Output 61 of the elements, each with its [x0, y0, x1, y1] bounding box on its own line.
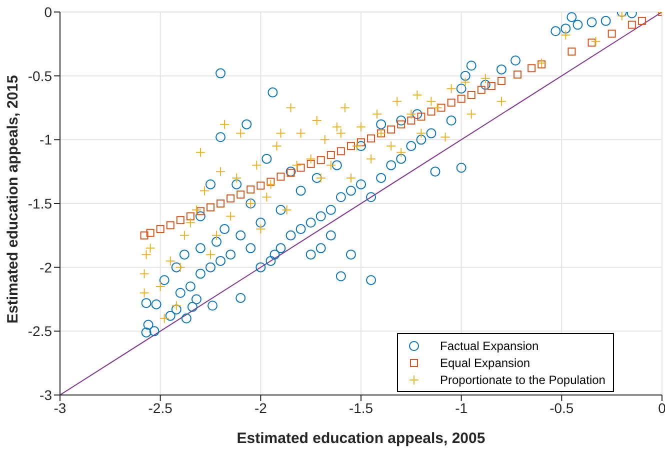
- point: [206, 203, 214, 212]
- point: [528, 64, 536, 72]
- y-tick-label: -2: [40, 259, 52, 276]
- point: [176, 216, 184, 224]
- point: [226, 194, 235, 202]
- legend-label: Factual Expansion: [440, 338, 539, 352]
- y-axis-title: Estimated education appeals, 2015: [4, 75, 22, 324]
- point: [427, 108, 436, 116]
- x-tick-label: -1.5: [348, 400, 374, 416]
- point: [514, 70, 522, 79]
- point: [196, 207, 204, 216]
- point: [216, 200, 225, 208]
- point: [296, 164, 305, 172]
- point: [628, 20, 636, 29]
- point: [156, 225, 164, 234]
- point: [357, 138, 365, 146]
- x-tick-label: -3: [54, 400, 66, 416]
- point: [166, 221, 174, 230]
- x-tick-label: -2: [254, 400, 268, 416]
- legend-label: Equal Expansion: [440, 356, 530, 370]
- y-tick-label: -1: [40, 132, 52, 148]
- x-axis-title: Estimated education appeals, 2005: [236, 430, 486, 447]
- point: [256, 182, 265, 190]
- point: [588, 38, 596, 47]
- y-tick-label: -0.5: [28, 68, 52, 84]
- point: [417, 112, 426, 121]
- y-tick-label: -2.5: [28, 323, 52, 340]
- x-tick-label: -2.5: [148, 400, 173, 416]
- legend-label: Proportionate to the Population: [440, 372, 606, 386]
- point: [477, 86, 486, 94]
- point: [437, 104, 446, 112]
- y-tick-label: -1.5: [28, 195, 52, 212]
- point: [276, 172, 285, 181]
- y-tick-label: 0: [44, 4, 52, 20]
- point: [367, 134, 376, 142]
- point: [246, 185, 255, 194]
- point: [407, 116, 416, 125]
- point: [316, 156, 325, 164]
- point: [140, 231, 148, 240]
- point: [236, 190, 245, 199]
- point: [306, 160, 315, 168]
- point: [346, 142, 355, 150]
- y-tick-label: -3: [40, 386, 52, 403]
- point: [186, 212, 194, 220]
- point: [487, 82, 496, 90]
- point: [457, 94, 466, 103]
- point: [326, 150, 335, 159]
- point: [146, 228, 154, 237]
- x-tick-label: -0.5: [550, 400, 574, 416]
- point: [336, 147, 345, 156]
- point: [266, 178, 275, 186]
- point: [568, 48, 576, 56]
- point: [497, 76, 506, 85]
- point: [638, 16, 646, 25]
- x-tick-label: 0: [658, 400, 665, 416]
- point: [608, 30, 616, 38]
- point: [447, 98, 456, 107]
- point: [467, 90, 476, 99]
- x-tick-label: -1: [455, 400, 468, 416]
- point: [387, 125, 396, 134]
- point: [397, 120, 406, 128]
